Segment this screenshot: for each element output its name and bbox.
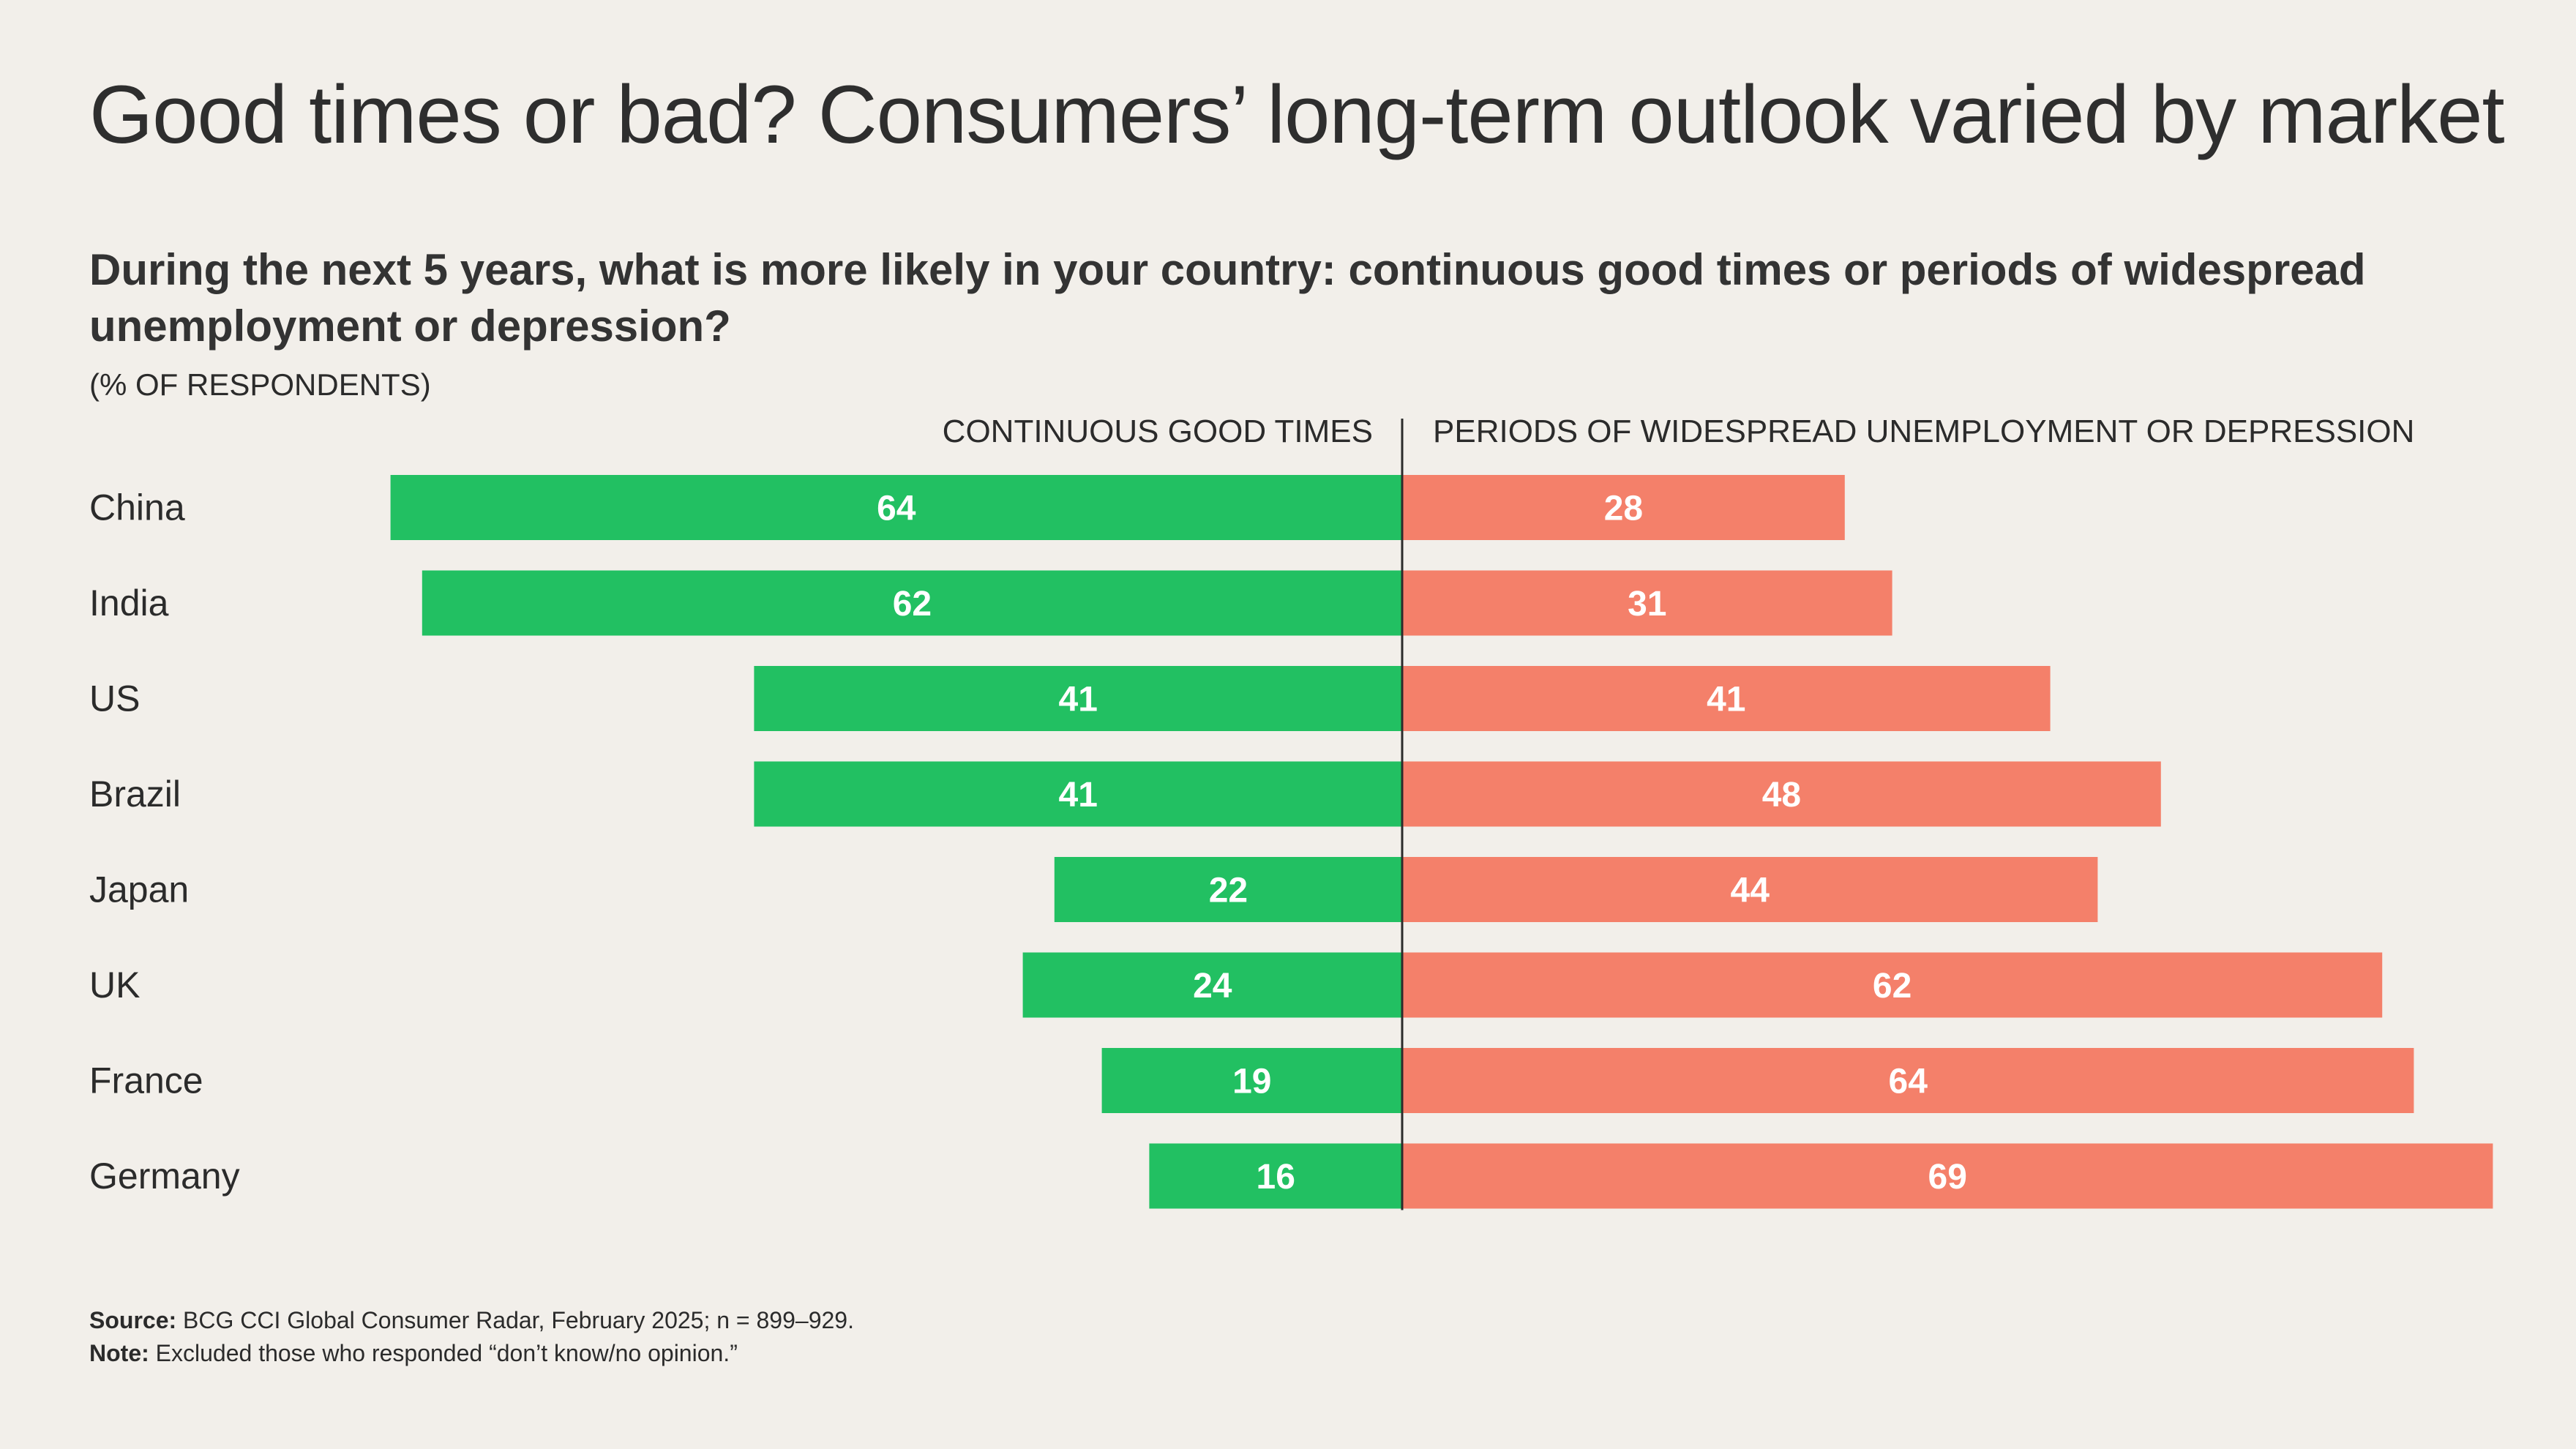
bar-bad <box>1402 761 2161 827</box>
data-label-good: 19 <box>1232 1063 1271 1101</box>
bar-bad <box>1402 570 1892 636</box>
bar-good <box>1054 857 1402 922</box>
data-label-bad: 31 <box>1628 585 1666 624</box>
data-label-good: 24 <box>1193 967 1232 1006</box>
bar-bad <box>1402 952 2383 1018</box>
bar-good <box>1101 1048 1402 1113</box>
bar-bad <box>1402 857 2098 922</box>
data-label-bad: 44 <box>1731 872 1770 910</box>
bar-good <box>754 666 1402 731</box>
chart-question: During the next 5 years, what is more li… <box>89 245 2366 351</box>
bar-bad <box>1402 1143 2493 1209</box>
category-label: Brazil <box>89 774 181 815</box>
data-label-good: 62 <box>893 585 932 624</box>
data-label-bad: 48 <box>1762 776 1801 815</box>
bar-good <box>1022 952 1402 1018</box>
bar-bad <box>1402 666 2051 731</box>
data-label-good: 41 <box>1059 776 1098 815</box>
bar-good <box>422 570 1402 636</box>
bar-good <box>390 475 1402 540</box>
data-label-bad: 69 <box>1928 1158 1967 1197</box>
source-label: Source: <box>89 1307 177 1333</box>
data-label-bad: 41 <box>1707 681 1745 719</box>
note-label: Note: <box>89 1340 149 1366</box>
category-label: US <box>89 678 140 719</box>
source-text: BCG CCI Global Consumer Radar, February … <box>176 1307 854 1333</box>
category-label: Germany <box>89 1156 240 1197</box>
data-label-good: 64 <box>877 490 916 528</box>
bar-bad <box>1402 1048 2414 1113</box>
category-label: France <box>89 1060 203 1101</box>
data-label-bad: 28 <box>1604 490 1643 528</box>
note-line: Note: Excluded those who responded “don’… <box>89 1337 854 1370</box>
series-header-bad: PERIODS OF WIDESPREAD UNEMPLOYMENT OR DE… <box>1433 413 2414 449</box>
bar-good <box>754 761 1402 827</box>
source-line: Source: BCG CCI Global Consumer Radar, F… <box>89 1304 854 1337</box>
unit-label: (% OF RESPONDENTS) <box>89 367 431 402</box>
data-label-good: 22 <box>1209 872 1248 910</box>
chart-title: Good times or bad? Consumers’ long-term … <box>89 69 2505 160</box>
footer: Source: BCG CCI Global Consumer Radar, F… <box>89 1304 854 1370</box>
category-label: Japan <box>89 869 189 910</box>
category-label: India <box>89 583 169 624</box>
category-label: UK <box>89 965 140 1006</box>
category-label: China <box>89 487 185 528</box>
data-label-bad: 62 <box>1873 967 1912 1006</box>
data-label-good: 16 <box>1257 1158 1295 1197</box>
series-header-good: CONTINUOUS GOOD TIMES <box>943 413 1373 449</box>
data-label-bad: 64 <box>1889 1063 1928 1101</box>
note-text: Excluded those who responded “don’t know… <box>149 1340 738 1366</box>
bar-bad <box>1402 475 1845 540</box>
data-label-good: 41 <box>1059 681 1098 719</box>
bar-good <box>1149 1143 1402 1209</box>
